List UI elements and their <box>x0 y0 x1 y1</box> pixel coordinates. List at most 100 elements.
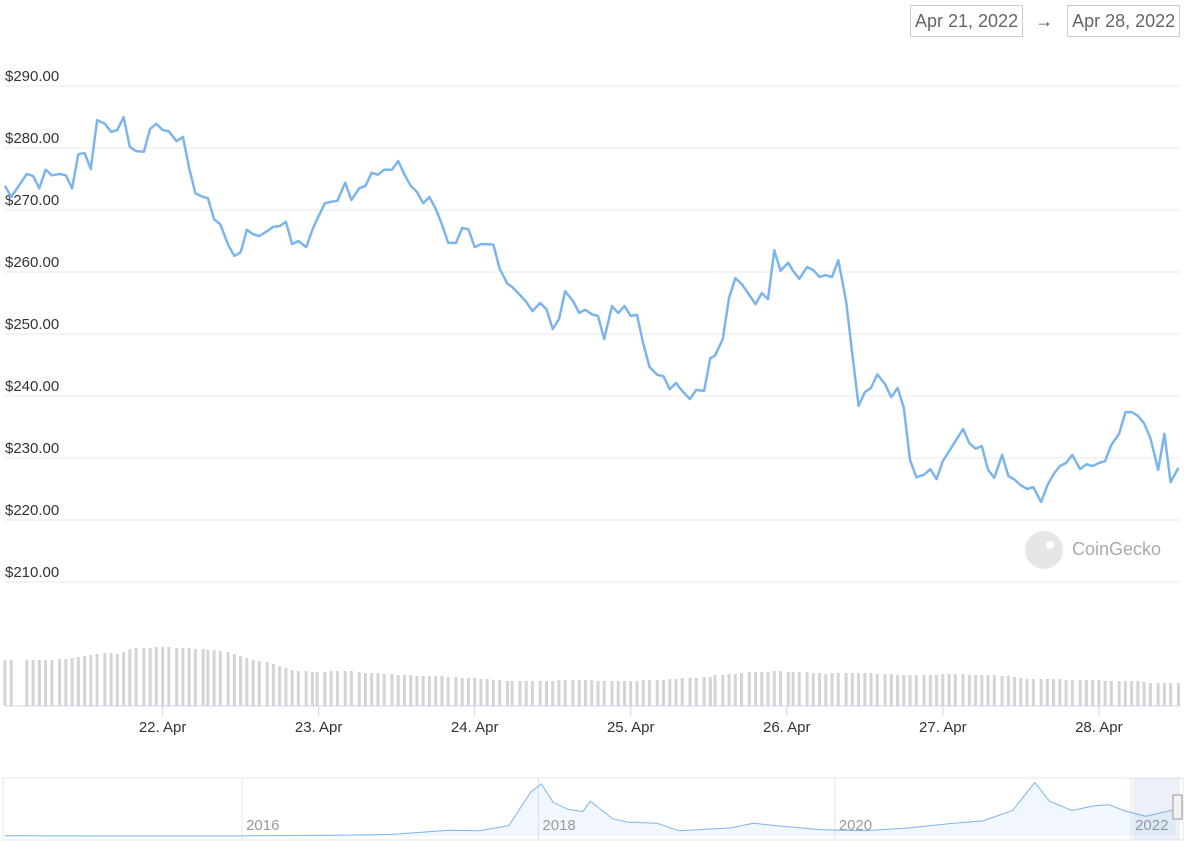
volume-bar <box>544 681 548 706</box>
volume-bar <box>883 674 887 706</box>
volume-bar <box>1052 679 1056 706</box>
y-tick-label: $290.00 <box>5 68 59 85</box>
volume-bar <box>1136 681 1140 706</box>
volume-bar <box>265 662 269 706</box>
volume-bar <box>694 678 698 706</box>
volume-bar <box>37 660 41 706</box>
navigator-tick-label: 2020 <box>839 817 872 834</box>
volume-bar <box>206 650 210 706</box>
volume-bar <box>44 660 48 706</box>
navigator-area <box>5 782 1176 836</box>
volume-bar <box>1103 681 1107 706</box>
volume-bar <box>902 675 906 706</box>
volume-bar <box>786 672 790 706</box>
volume-bar <box>889 674 893 706</box>
volume-bar <box>1109 681 1113 706</box>
volume-bar <box>76 657 80 706</box>
watermark-text: CoinGecko <box>1072 539 1161 559</box>
volume-bar <box>473 678 477 706</box>
volume-bar <box>766 672 770 706</box>
volume-bar <box>415 676 419 706</box>
volume-bar <box>212 650 216 706</box>
volume-bar <box>310 672 314 706</box>
navigator-tick-label: 2022 <box>1135 817 1168 834</box>
volume-bar <box>674 679 678 706</box>
navigator-tick-label: 2018 <box>542 817 575 834</box>
navigator-handle[interactable] <box>1172 794 1183 820</box>
volume-bar <box>1025 679 1029 706</box>
volume-bar <box>590 680 594 706</box>
volume-bar <box>245 658 249 706</box>
volume-bar <box>454 677 458 706</box>
volume-bar <box>376 673 380 706</box>
volume-bar <box>1162 683 1166 706</box>
volume-bar <box>115 654 119 706</box>
volume-bar <box>284 668 288 706</box>
date-to[interactable]: Apr 28, 2022 <box>1067 5 1181 37</box>
x-tick-label: 23. Apr <box>295 719 343 736</box>
volume-bar <box>805 672 809 706</box>
volume-bar <box>218 651 222 706</box>
date-from[interactable]: Apr 21, 2022 <box>910 5 1024 37</box>
volume-bar <box>290 670 294 706</box>
volume-bar <box>103 653 107 706</box>
volume-bar <box>1078 680 1082 706</box>
volume-bar <box>134 648 138 706</box>
volume-bar <box>622 681 626 706</box>
volume-bar <box>953 674 957 706</box>
x-tick-label: 26. Apr <box>763 719 811 736</box>
volume-bar <box>128 649 132 706</box>
volume-bar <box>409 675 413 706</box>
volume-bar <box>296 671 300 706</box>
volume-bar <box>647 680 651 706</box>
volume-bar <box>922 675 926 706</box>
volume-bar <box>89 655 93 706</box>
volume-bar <box>440 676 444 706</box>
volume-bar <box>629 681 633 706</box>
volume-bar <box>857 673 861 706</box>
volume-bar <box>64 659 68 706</box>
watermark-eye <box>1046 541 1054 549</box>
volume-bar <box>479 679 483 706</box>
volume-bar <box>390 674 394 706</box>
y-tick-label: $280.00 <box>5 130 59 147</box>
volume-bar <box>935 675 939 706</box>
volume-bar <box>992 675 996 706</box>
volume-bar <box>95 654 99 706</box>
volume-bar <box>271 664 275 706</box>
volume-bar <box>278 666 282 706</box>
volume-bar <box>1142 682 1146 706</box>
volume-bar <box>109 653 113 706</box>
navigator-frame <box>2 777 1184 841</box>
volume-bar <box>772 671 776 706</box>
volume-bar <box>986 675 990 706</box>
volume-bar <box>251 660 255 706</box>
volume-bar <box>498 680 502 706</box>
volume-bar <box>421 676 425 706</box>
volume-bar <box>70 658 74 706</box>
volume-bar <box>974 675 978 706</box>
volume-bar <box>616 681 620 706</box>
navigator-selection[interactable] <box>1133 778 1180 840</box>
volume-bar <box>688 678 692 706</box>
volume-bar <box>193 649 197 706</box>
volume-bar <box>1045 679 1049 706</box>
y-tick-label: $270.00 <box>5 192 59 209</box>
volume-bar <box>967 675 971 706</box>
y-tick-label: $210.00 <box>5 564 59 581</box>
volume-bar <box>791 672 795 706</box>
volume-bar <box>747 672 751 706</box>
x-tick-label: 28. Apr <box>1075 719 1123 736</box>
volume-bar <box>760 672 764 706</box>
volume-bar <box>1000 676 1004 706</box>
volume-bar <box>708 677 712 706</box>
volume-bar <box>824 674 828 706</box>
volume-bar <box>1058 679 1062 706</box>
navigator-tick-label: 2016 <box>246 817 279 834</box>
y-tick-label: $250.00 <box>5 316 59 333</box>
volume-bar <box>869 673 873 706</box>
y-tick-label: $240.00 <box>5 378 59 395</box>
volume-bar <box>142 648 146 706</box>
volume-bar <box>1091 680 1095 706</box>
